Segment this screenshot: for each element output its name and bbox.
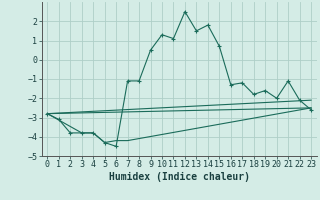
X-axis label: Humidex (Indice chaleur): Humidex (Indice chaleur) [109, 172, 250, 182]
